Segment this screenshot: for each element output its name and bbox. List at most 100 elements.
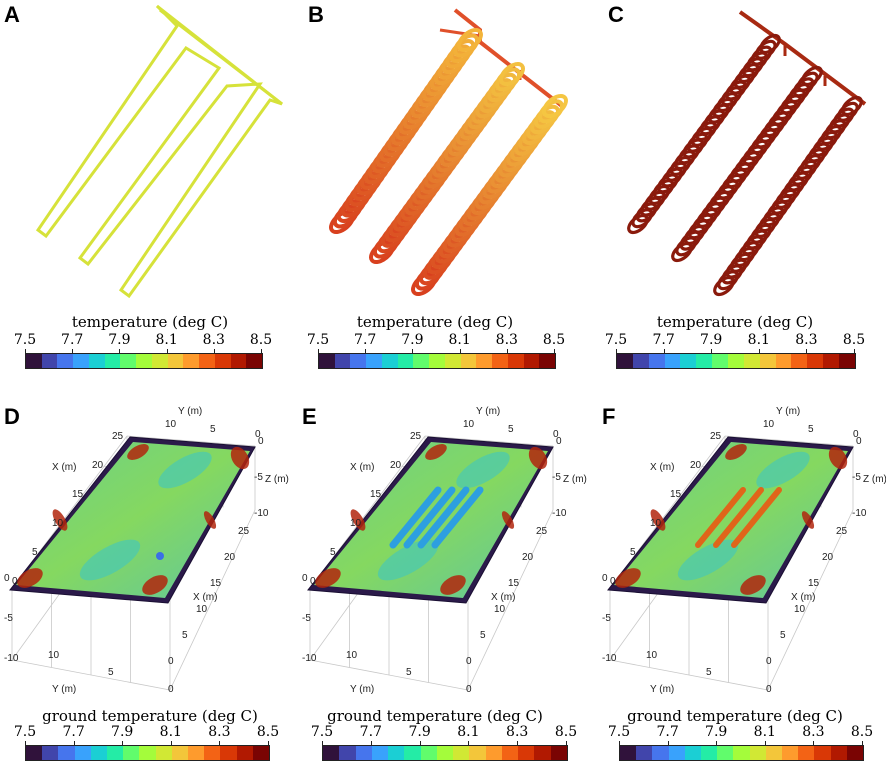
colorbar-swatch xyxy=(171,746,189,760)
colorbar-swatch xyxy=(507,354,524,368)
x-left-tick: 0 xyxy=(310,576,316,587)
colorbar-swatch xyxy=(183,354,200,368)
y-top-tick: 0 xyxy=(255,429,261,440)
cold-spot xyxy=(156,552,164,560)
cold-stripe xyxy=(389,486,442,549)
colorbar-tick-mark xyxy=(862,741,863,745)
colorbar-swatch xyxy=(664,354,681,368)
y-top-tick: 5 xyxy=(210,424,216,435)
colorbar-tick-label: 7.9 xyxy=(705,724,728,740)
y-bottom-tick: 10 xyxy=(48,650,60,661)
y-axis-title-bottom: Y (m) xyxy=(350,684,375,695)
colorbar-tick-label: 8.3 xyxy=(795,332,818,348)
coil-loop xyxy=(841,95,863,117)
colorbar-swatch xyxy=(57,354,74,368)
colorbar-tick-label: 7.5 xyxy=(607,724,631,740)
colorbar-tick-mark xyxy=(370,741,372,745)
colorbar-swatch xyxy=(413,354,430,368)
y-bottom-tick: 5 xyxy=(706,667,712,678)
coil-loop xyxy=(759,33,781,55)
colorbar-swatch xyxy=(814,746,831,760)
warm-stripe xyxy=(695,487,746,548)
colorbar-tick-mark xyxy=(758,349,760,353)
colorbar-swatch xyxy=(420,746,437,760)
x-right-tick: 25 xyxy=(836,526,848,537)
x-right-tick: 15 xyxy=(508,578,520,589)
colorbar-swatch xyxy=(518,746,535,760)
colorbar-swatch xyxy=(139,746,156,760)
warm-stripe xyxy=(731,487,782,548)
coil-loop xyxy=(801,65,823,87)
z-left-tick: -5 xyxy=(302,613,311,624)
z-tick: -10 xyxy=(254,508,269,519)
y-bottom-tick: 10 xyxy=(346,650,358,661)
hot-spot xyxy=(528,446,548,470)
colorbar-swatch xyxy=(668,746,685,760)
colorbar-tick-mark xyxy=(459,349,461,353)
z-axis-title: Z (m) xyxy=(265,474,289,485)
x-left-tick: 20 xyxy=(390,460,402,471)
colorbar-tick-mark xyxy=(468,741,470,745)
hot-spot xyxy=(801,511,815,529)
colorbar-swatch xyxy=(388,746,405,760)
colorbar-swatch xyxy=(73,354,89,368)
x-left-tick: 10 xyxy=(650,518,662,529)
colorbar-swatch xyxy=(798,746,815,760)
colorbar-swatch xyxy=(90,746,108,760)
colorbar-tick-mark xyxy=(419,741,421,745)
colorbar-swatch xyxy=(429,354,445,368)
y-bottom-tick: 0 xyxy=(168,684,174,695)
hot-spot xyxy=(440,575,466,595)
colorbar-tick-mark xyxy=(566,741,567,745)
cold-stripe xyxy=(403,486,456,549)
cool-region xyxy=(756,451,810,489)
hot-spot xyxy=(350,509,366,531)
colorbar-swatch xyxy=(381,354,398,368)
x-right-tick: 20 xyxy=(224,552,236,563)
colorbar-swatch xyxy=(58,746,75,760)
colorbar-tick-mark xyxy=(554,349,555,353)
y-axis-title-bottom: Y (m) xyxy=(52,684,77,695)
warm-stripe xyxy=(713,487,764,548)
colorbar-tick-label: 8.5 xyxy=(554,724,578,740)
z-tick: -10 xyxy=(552,508,567,519)
x-left-tick: 20 xyxy=(92,460,104,471)
cold-stripe xyxy=(417,486,470,549)
colorbar-swatch xyxy=(104,354,121,368)
pipe-serpentine-a xyxy=(35,4,283,299)
colorbar-tick-label: 8.5 xyxy=(850,724,874,740)
colorbar-swatch xyxy=(765,746,783,760)
z-left-tick: -10 xyxy=(302,653,317,664)
colorbar-tick-label: 7.9 xyxy=(401,332,424,348)
colorbar-tick-mark xyxy=(716,741,718,745)
hot-spot xyxy=(142,575,168,595)
colorbar-swatch xyxy=(680,354,697,368)
pipe-and-plate-layer xyxy=(9,4,867,604)
x-right-tick: 0 xyxy=(766,656,772,667)
z-tick: -5 xyxy=(254,472,263,483)
y-bottom-tick: 0 xyxy=(466,684,472,695)
colorbar-swatch xyxy=(26,354,42,368)
colorbar-swatch xyxy=(696,354,713,368)
x-right-tick: 5 xyxy=(480,630,486,641)
colorbar-title-f: ground temperature (deg C) xyxy=(627,707,843,725)
colorbar-tick-mark xyxy=(854,349,855,353)
grid-line xyxy=(169,509,256,691)
colorbar-swatch xyxy=(728,354,744,368)
coil-c-1 xyxy=(627,33,781,235)
x-left-tick: 5 xyxy=(330,547,336,558)
x-right-tick: 15 xyxy=(210,578,222,589)
y-top-tick: 10 xyxy=(165,419,177,430)
hot-spot xyxy=(425,444,447,460)
colorbar-tick-label: 8.1 xyxy=(155,332,178,348)
colorbar-tick-label: 7.5 xyxy=(310,724,334,740)
ground-plate-e xyxy=(307,436,554,604)
colorbar-swatch xyxy=(88,354,105,368)
colorbar-tick-mark xyxy=(616,349,617,353)
y-axis-title-bottom: Y (m) xyxy=(650,684,675,695)
colorbar-tick-mark xyxy=(619,741,620,745)
y-bottom-tick: 10 xyxy=(646,650,658,661)
z-tick: -5 xyxy=(552,472,561,483)
colorbar-title-c: temperature (deg C) xyxy=(656,313,814,331)
x-left-tick: 15 xyxy=(370,489,382,500)
